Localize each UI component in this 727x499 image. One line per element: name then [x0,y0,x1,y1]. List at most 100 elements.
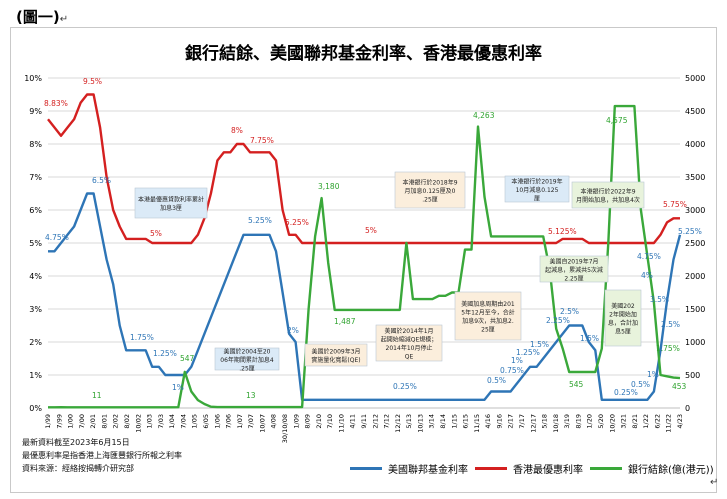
data-label: 5.75% [663,200,687,209]
data-label: 6.5% [92,176,111,185]
callout-text: 息，合計加 [608,319,638,327]
data-label: 4.75% [637,252,661,261]
x-tick-label: 7/03 [157,414,165,429]
x-tick-label: 7/99 [55,414,63,429]
data-label: 1% [172,383,184,392]
data-label: 2.25% [546,316,570,325]
chart-notes: 最新資料截至2023年6月15日 最優惠利率是指香港上海匯豐銀行所報之利率 資料… [22,436,182,475]
callout-text: 息5厘 [615,328,631,336]
data-label: 1.75% [656,344,680,353]
y-right-tick-label: 4500 [685,107,705,116]
legend-swatch-hk-prime [475,467,507,470]
callout-text: 月加息0.125厘及0 [405,187,456,195]
data-label: 7.75% [250,136,274,145]
data-label: 0.5% [487,376,506,385]
legend-swatch-balance [590,467,622,470]
x-tick-label: 1/00 [67,414,75,429]
x-tick-label: 1/09 [292,414,300,429]
x-tick-label: 1/07 [236,414,244,429]
legend-label-fed: 美國聯邦基金利率 [388,465,468,476]
callout-text: 美國202 [611,302,635,310]
x-tick-label: 3/21 [620,414,628,429]
data-label: 545 [569,380,584,389]
callout-box [375,324,443,362]
note-line: 資料來源：經絡按揭轉介研究部 [22,464,134,473]
data-label: 1.5% [580,334,599,343]
callout-box [454,291,522,341]
note-line: 最新資料截至2023年6月15日 [22,438,130,447]
x-tick-label: 30/10/08 [281,414,289,443]
callout-text: 實施量化寬鬆(QE) [311,356,360,364]
x-tick-label: 4/08 [270,414,278,429]
callout-text: 本港銀行於2018年9 [402,178,457,186]
legend-item-balance: 銀行結餘(億(港元)) [590,461,714,476]
y-left-tick-label: 10% [24,74,42,83]
callout-text: 厘 [534,195,540,202]
data-label: 4.75% [45,233,69,242]
data-label: 1,487 [334,317,356,326]
y-right-tick-label: 1000 [685,338,705,347]
data-label: 547 [180,354,195,363]
callout-box [304,343,368,367]
x-tick-label: 5/20 [597,414,605,429]
callout-text: 本港銀行於2019年 [511,177,562,185]
x-tick-label: 9/16 [495,414,503,429]
x-tick-label: 1/04 [168,414,176,429]
note-line: 最優惠利率是指香港上海匯豐銀行所報之利率 [22,451,182,460]
callout-text: 06年期間累計加息4 [220,356,274,364]
y-left-tick-label: 5% [29,239,42,248]
x-tick-label: 7/06 [225,414,233,429]
x-tick-label: 12/12 [394,414,402,433]
callout-text: 起減息，累減共5次減 [545,266,603,274]
callout-text: 2014年10月停止 [386,344,433,352]
x-tick-label: 10/02 [134,414,142,433]
callout-box [504,175,570,203]
data-label: 453 [672,382,687,391]
chart-title: 銀行結餘、美國聯邦基金利率、香港最優惠利率 [185,44,542,64]
data-label: 2% [287,326,299,335]
data-label: 8.83% [44,99,68,108]
paragraph-mark: ↵ [59,14,69,25]
x-tick-label: 7/07 [247,414,255,429]
y-right-tick-label: 1500 [685,305,705,314]
y-right-tick-label: 5000 [685,74,705,83]
x-tick-label: 10/18 [552,414,560,433]
y-right-tick-label: 3000 [685,206,705,215]
x-tick-label: 1/20 [586,414,594,429]
callout-text: 美國於2014年1月 [384,327,433,335]
callout-text: QE [405,354,414,361]
x-tick-label: 2/17 [507,414,515,429]
x-tick-label: 2/02 [112,414,120,429]
data-label: 4,575 [606,116,628,125]
y-right-tick-label: 2000 [685,272,705,281]
data-label: 3.5% [650,295,669,304]
x-tick-label: 5/18 [541,414,549,429]
legend-swatch-fed [350,467,382,470]
legend-item-fed: 美國聯邦基金利率 [350,461,468,476]
callout-box [539,255,609,283]
x-tick-label: 1/06 [213,414,221,429]
legend-label-hk-prime: 香港最優惠利率 [513,465,583,476]
callout-text: 加息3厘 [160,204,182,212]
series-line-hk-prime [47,93,680,245]
y-left-tick-label: 0% [29,404,42,413]
callout-text: 美國加息周期由201 [461,300,515,308]
callout-text: 2年開始加 [609,311,637,319]
y-left-tick-label: 9% [29,107,42,116]
y-left-tick-label: 3% [29,305,42,314]
y-left-tick-label: 6% [29,206,42,215]
data-label: 2.5% [661,320,680,329]
series-line-balance [48,104,681,409]
data-label: 0.25% [614,388,638,397]
paragraph-mark-end: ↵ [710,477,719,488]
data-label: 8% [231,126,243,135]
x-tick-label: 9/11 [360,414,368,429]
x-tick-label: 1/22 [642,414,650,429]
data-label: 1.75% [130,333,154,342]
data-label: 5.125% [548,227,577,236]
data-label: 4,263 [473,111,495,120]
data-label: 5.25% [248,216,272,225]
callout-text: .25厘 [239,365,255,372]
data-label: 9.5% [83,77,102,86]
data-label: 1.5% [530,340,549,349]
